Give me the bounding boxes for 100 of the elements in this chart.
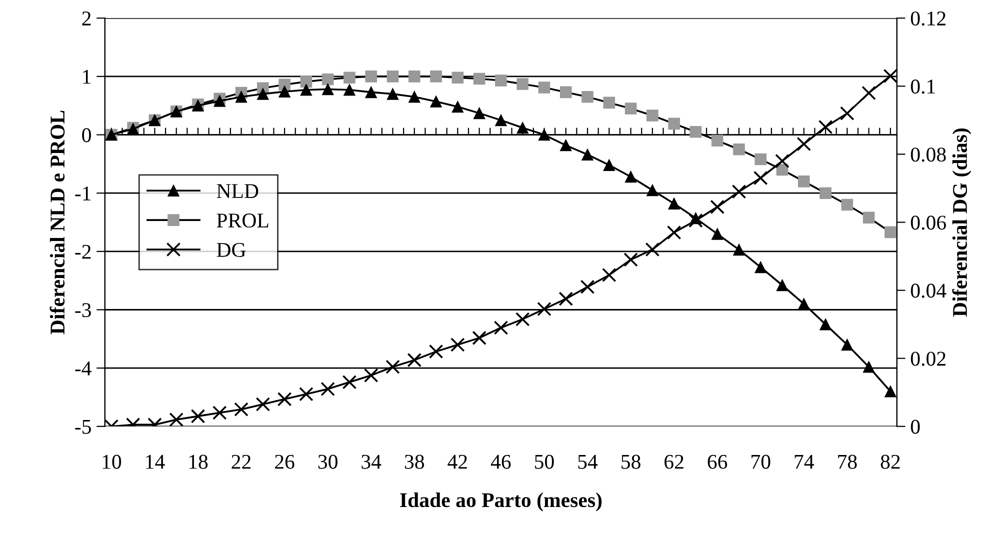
point [646, 184, 658, 196]
point [603, 96, 616, 109]
point [428, 344, 444, 359]
point [560, 139, 572, 152]
x-tick-label: 34 [362, 454, 382, 469]
point [733, 244, 745, 256]
point [710, 200, 724, 214]
point [386, 360, 400, 374]
point [169, 412, 184, 426]
point [342, 375, 357, 390]
point [450, 338, 465, 352]
point [472, 330, 486, 346]
point [754, 261, 767, 274]
point [365, 86, 378, 98]
point [365, 70, 378, 82]
point [711, 134, 724, 147]
y2-tick-label: 0.06 [910, 216, 946, 230]
point [386, 70, 399, 82]
point [798, 176, 810, 188]
point [820, 187, 832, 200]
point [256, 397, 270, 412]
point [234, 402, 248, 417]
point [538, 82, 550, 94]
x-tick-label: 62 [664, 454, 684, 469]
legend-label: NLD [216, 184, 258, 198]
y-tick-label: -2 [75, 244, 91, 259]
point [754, 153, 767, 166]
point [798, 298, 810, 310]
x-tick-label: 18 [189, 454, 208, 469]
point [190, 409, 206, 424]
point [732, 184, 746, 199]
point [582, 148, 594, 161]
y-tick-label: 0 [82, 128, 91, 142]
point [645, 242, 660, 257]
x-tick-label: 30 [318, 454, 338, 469]
point [624, 170, 637, 183]
x-tick-label: 26 [275, 454, 294, 469]
point [386, 88, 399, 100]
point [344, 84, 356, 96]
point [840, 106, 854, 121]
point [537, 302, 552, 316]
y-tick-label: -3 [75, 303, 91, 318]
point [299, 386, 314, 402]
y-axis-title: Diferencial NLD e PROL [50, 110, 65, 334]
point [538, 128, 550, 141]
x-tick-label: 82 [880, 454, 900, 469]
point [277, 392, 292, 406]
y-tick-label: -1 [75, 186, 90, 200]
point [733, 143, 745, 156]
y-tick-label: 2 [82, 12, 91, 26]
x-tick-label: 38 [404, 454, 424, 469]
point [820, 318, 832, 330]
point [430, 96, 442, 108]
point [818, 120, 833, 134]
legend-label: DG [216, 242, 246, 257]
point [408, 90, 420, 103]
point [862, 86, 876, 100]
point [235, 90, 248, 103]
x-tick-label: 14 [146, 454, 165, 469]
point [884, 226, 896, 238]
point [344, 72, 356, 84]
point [711, 228, 724, 240]
point [602, 268, 616, 282]
point [753, 170, 768, 186]
x-axis-title: Idade ao Parto (meses) [400, 492, 602, 512]
point [560, 86, 572, 98]
point [884, 386, 896, 398]
y2-tick-label: 0.02 [910, 352, 946, 366]
point [776, 279, 788, 292]
point [841, 198, 854, 211]
point [515, 312, 530, 326]
point [473, 72, 486, 85]
point [862, 361, 875, 373]
point [452, 72, 464, 84]
point [796, 136, 812, 152]
point [214, 95, 226, 107]
point [668, 118, 680, 130]
y2-axis-title: Diferencial DG (dias) [952, 128, 972, 317]
point [322, 73, 334, 86]
point [473, 107, 486, 120]
point [212, 406, 227, 420]
x-tick-label: 58 [622, 454, 640, 469]
x-tick-label: 70 [752, 454, 770, 469]
point [278, 86, 290, 98]
x-tick-label: 74 [794, 454, 814, 469]
x-tick-label: 10 [102, 454, 122, 469]
y2-tick-label: 0.12 [910, 11, 946, 26]
point [494, 320, 508, 335]
point [688, 213, 703, 228]
x-tick-label: 54 [578, 454, 598, 469]
y2-tick-label: 0.1 [910, 80, 935, 94]
point [495, 114, 507, 126]
point [666, 225, 682, 240]
legend-label: PROL [216, 214, 268, 228]
y2-tick-label: 0.08 [910, 148, 946, 162]
x-tick-label: 46 [490, 454, 511, 469]
point [495, 74, 507, 86]
x-tick-label: 50 [535, 454, 554, 469]
y2-tick-label: 0.04 [910, 284, 946, 298]
point [408, 70, 420, 82]
